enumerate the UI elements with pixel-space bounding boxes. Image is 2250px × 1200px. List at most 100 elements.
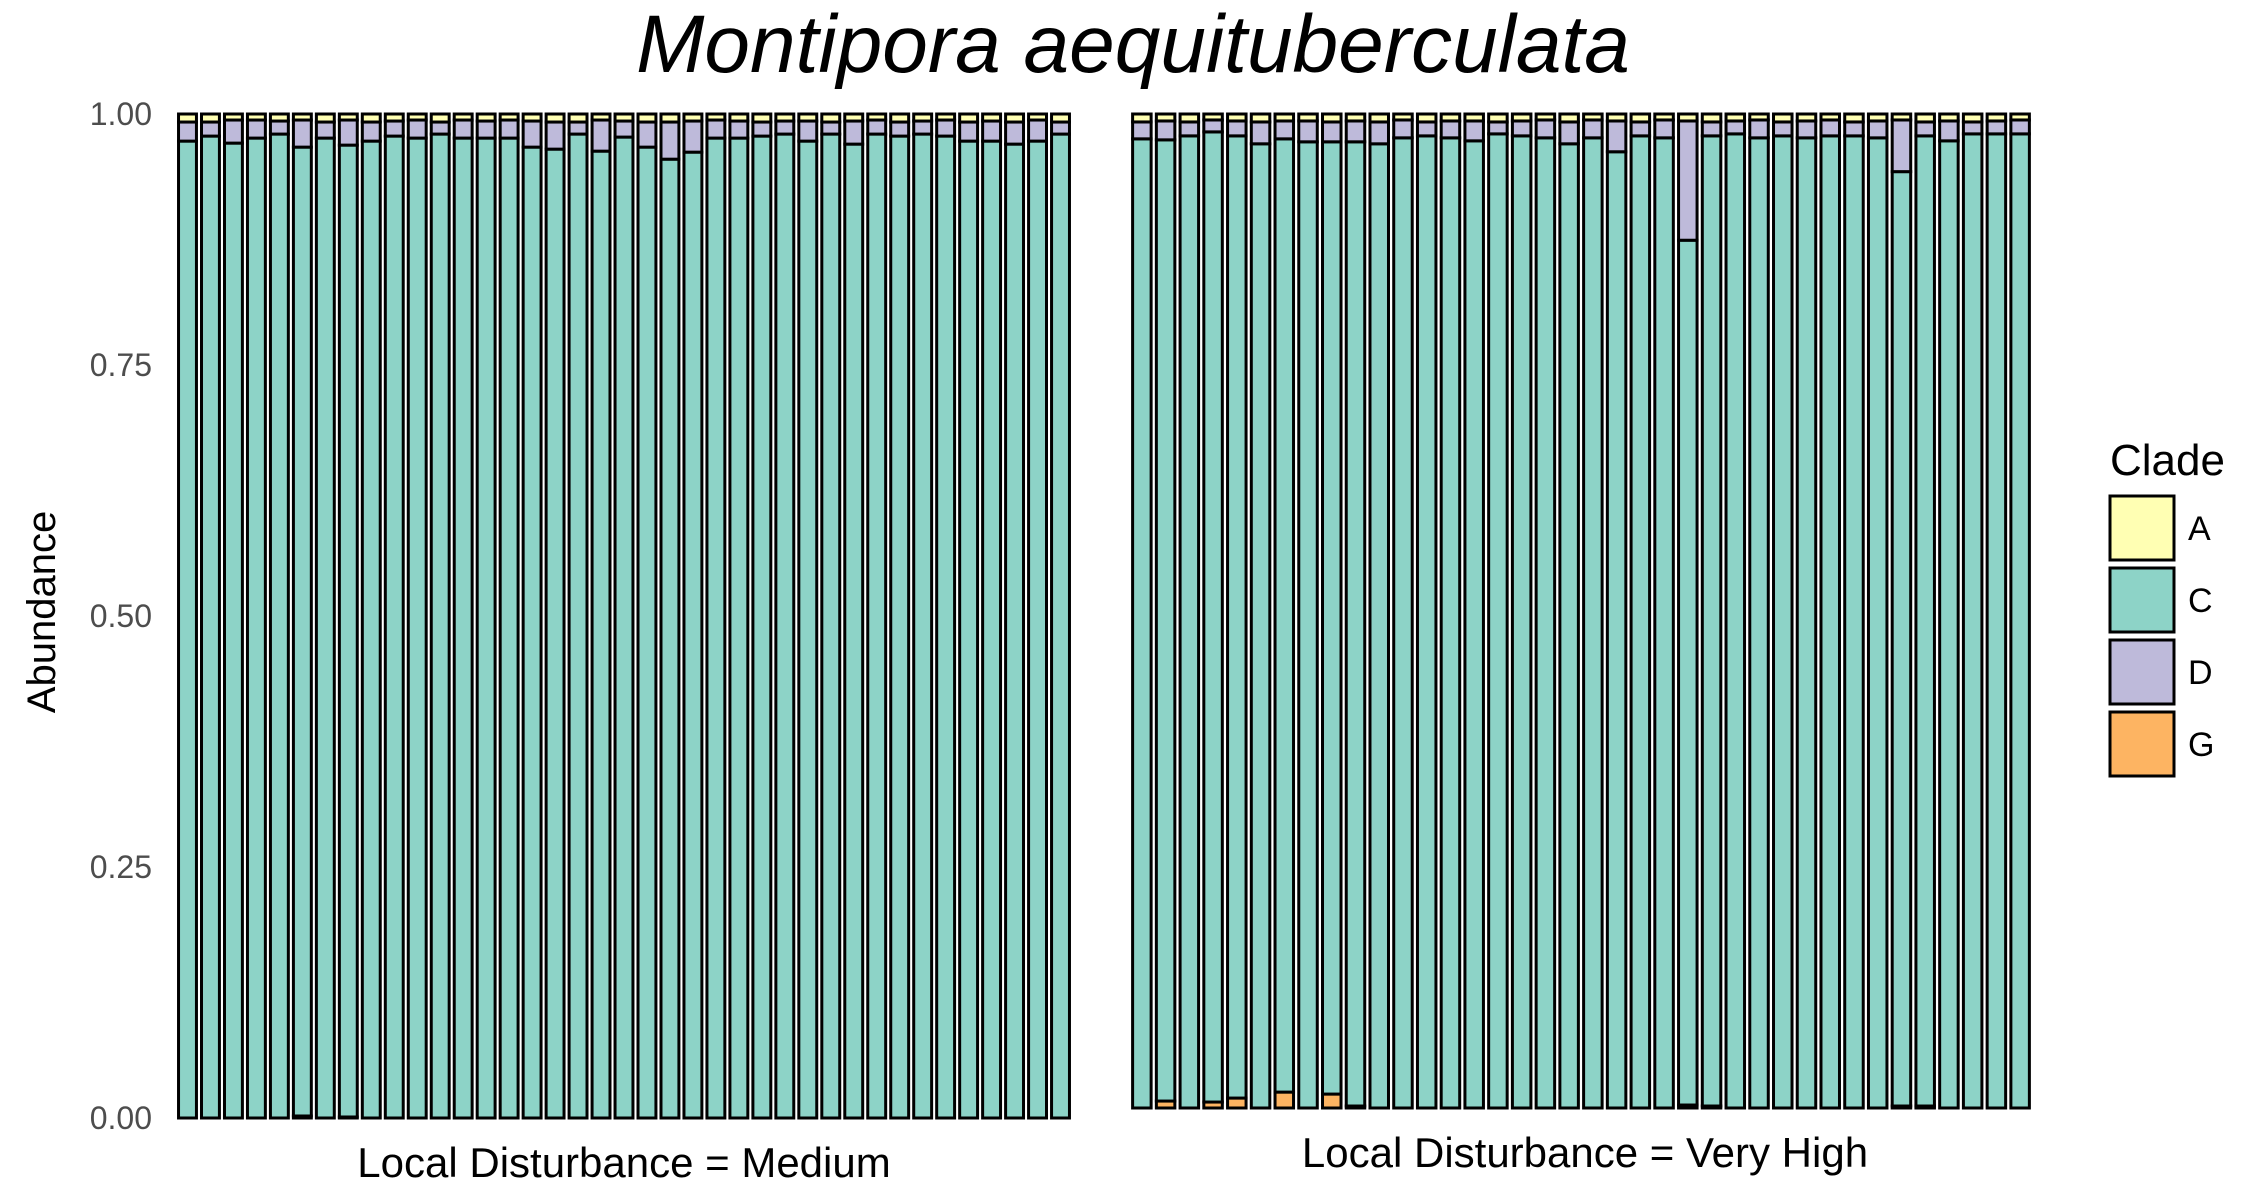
bar-segment-A [1985, 112, 2008, 123]
bar-segment-C [200, 134, 221, 1120]
legend-key-D [2108, 638, 2176, 706]
bar-segment-D [1297, 119, 1319, 144]
bar-segment-A [636, 112, 658, 124]
bar-segment-D [958, 120, 980, 143]
bar-segment-D [1605, 119, 1628, 154]
bar-segment-D [1510, 119, 1533, 138]
bar-segment-D [866, 118, 888, 136]
bar-segment-C [544, 147, 566, 1120]
legend-key-A [2108, 494, 2176, 562]
bar-segment-C [1415, 134, 1438, 1110]
bar-segment-D [1226, 119, 1248, 138]
bar-segment-A [406, 112, 428, 122]
bar-segment-C [1154, 138, 1177, 1103]
bar-segment-A [843, 112, 865, 123]
bar-segment-C [1653, 136, 1675, 1110]
bar-segment-C [429, 132, 451, 1120]
bar-stack [1202, 112, 1224, 1110]
y-axis-tick-labels: 0.00 0.25 0.50 0.75 1.00 [90, 96, 152, 1136]
bar-segment-C [1510, 134, 1533, 1110]
bar-stack [1273, 112, 1296, 1110]
bar-stack [1677, 112, 1699, 1110]
bar-stack [1321, 112, 1343, 1110]
bar-segment-C [222, 141, 244, 1120]
bar-stack [1154, 112, 1177, 1110]
bar-segment-D [981, 119, 1003, 143]
bar-segment-A [1534, 112, 1557, 122]
bar-segment-C [1249, 142, 1272, 1110]
bar-segment-A [1961, 112, 1984, 124]
bar-segment-C [797, 139, 819, 1120]
bar-segment-D [1131, 120, 1153, 141]
bar-segment-A [1050, 112, 1071, 124]
bar-segment-D [1202, 118, 1224, 134]
y-tick-label: 1.00 [90, 96, 152, 132]
bar-stack [1700, 112, 1723, 1110]
bar-stack [1843, 112, 1865, 1110]
bar-segment-D [705, 118, 727, 140]
bar-segment-D [590, 118, 612, 153]
legend-label-D: D [2188, 654, 2213, 692]
bar-segment-A [337, 112, 359, 122]
bar-segment-D [636, 120, 658, 149]
bar-segment-D [383, 119, 405, 138]
bar-segment-D [1050, 120, 1071, 136]
bar-stack [751, 112, 773, 1120]
bar-segment-C [1178, 134, 1201, 1110]
bar-segment-A [1415, 112, 1438, 124]
bar-segment-C [1724, 132, 1747, 1110]
bar-segment-C [889, 134, 911, 1120]
bar-segment-A [1772, 112, 1794, 124]
bar-stack [1582, 112, 1604, 1110]
bar-segment-C [1938, 139, 1960, 1110]
bar-segment-C [820, 132, 842, 1120]
y-tick-label: 0.00 [90, 1100, 152, 1136]
bar-segment-D [1653, 118, 1675, 140]
panel-very-high [1131, 112, 2031, 1110]
bar-stack [1795, 112, 1818, 1110]
bar-segment-A [1510, 112, 1533, 123]
bar-stack [222, 112, 244, 1120]
bar-stack [1558, 112, 1580, 1110]
bar-stack [1463, 112, 1485, 1110]
bar-stack [728, 112, 750, 1120]
bar-segment-A [1344, 112, 1367, 123]
bar-segment-D [177, 120, 198, 143]
bar-stack [590, 112, 612, 1120]
bar-segment-C [1795, 136, 1818, 1110]
bar-segment-C [1226, 134, 1248, 1100]
bar-segment-C [1131, 137, 1153, 1110]
bar-segment-D [728, 119, 750, 140]
bar-segment-C [1866, 136, 1889, 1110]
bar-segment-A [222, 112, 244, 122]
bar-segment-C [452, 136, 474, 1120]
legend-key-C [2108, 566, 2176, 634]
bar-segment-D [1961, 120, 1984, 136]
bar-stack [1772, 112, 1794, 1110]
bar-segment-C [245, 136, 267, 1120]
bar-segment-A [200, 112, 221, 124]
bar-segment-C [1961, 132, 1984, 1110]
bar-segment-D [521, 119, 543, 149]
bar-segment-A [1154, 112, 1177, 123]
bar-segment-C [613, 135, 635, 1120]
bar-stack [1605, 112, 1628, 1110]
bar-segment-A [245, 112, 267, 122]
bar-segment-D [1843, 120, 1865, 138]
bar-segment-D [1819, 118, 1841, 138]
bar-stack [1344, 112, 1367, 1110]
bar-segment-A [1487, 112, 1509, 124]
bar-segment-D [200, 120, 221, 138]
legend-title: Clade [2110, 436, 2225, 485]
bar-segment-A [1724, 112, 1747, 123]
bar-segment-D [797, 119, 819, 143]
bar-segment-D [1558, 120, 1580, 146]
bar-segment-A [1321, 112, 1343, 124]
bar-segment-A [751, 112, 773, 124]
bar-stack [1297, 112, 1319, 1110]
y-tick-label: 0.75 [90, 347, 152, 383]
bar-stack [866, 112, 888, 1120]
bar-segment-A [1866, 112, 1889, 123]
panel-label-very-high: Local Disturbance = Very High [1302, 1129, 1868, 1176]
bar-segment-D [1914, 120, 1936, 138]
